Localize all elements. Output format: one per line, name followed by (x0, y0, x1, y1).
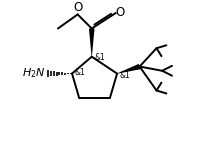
Text: &1: &1 (95, 53, 105, 62)
Text: $H_2N$: $H_2N$ (22, 67, 46, 80)
Polygon shape (89, 29, 95, 57)
Text: O: O (73, 1, 82, 14)
Text: O: O (115, 6, 124, 19)
Text: &1: &1 (119, 71, 130, 80)
Polygon shape (117, 64, 140, 74)
Text: &1: &1 (74, 68, 85, 77)
